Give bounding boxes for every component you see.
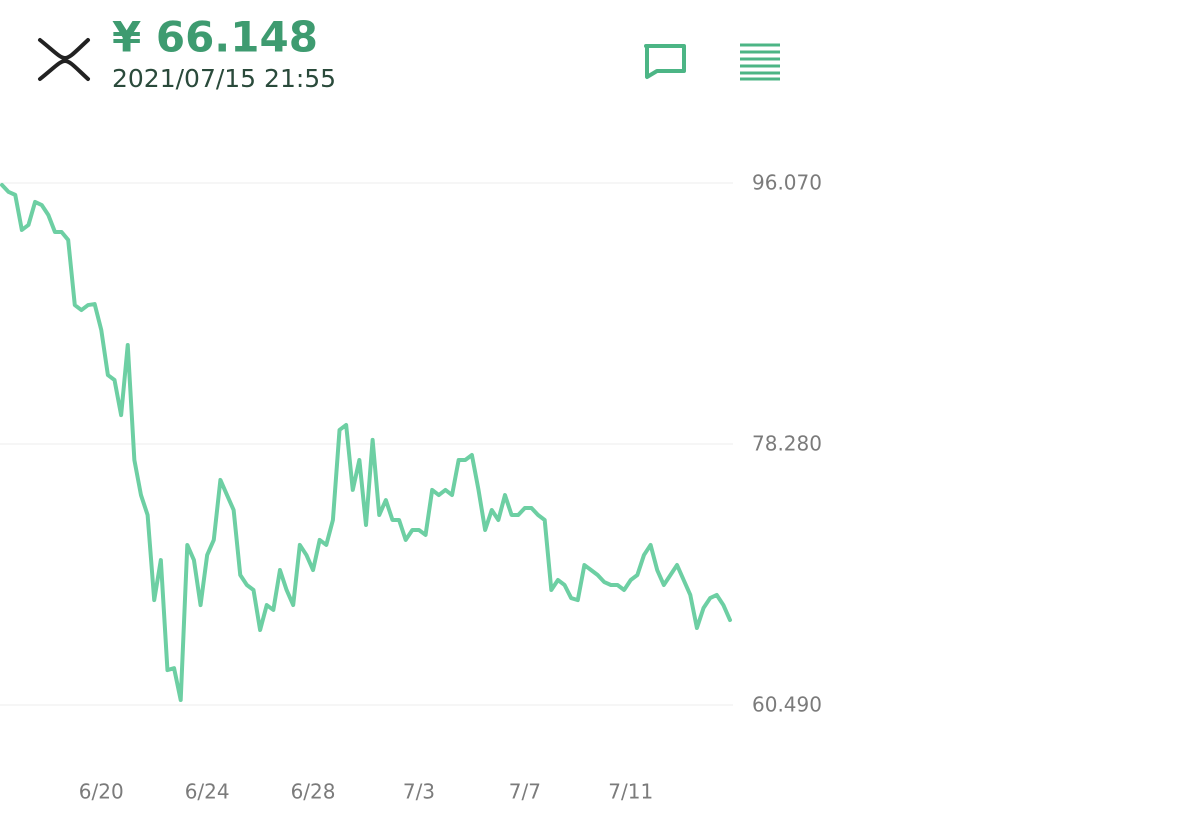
price-line [0,183,732,703]
x-tick-label: 7/3 [403,780,435,804]
x-tick-label: 7/7 [509,780,541,804]
x-tick-label: 7/11 [608,780,653,804]
comment-button[interactable] [644,44,686,79]
x-tick-label: 6/20 [79,780,124,804]
price-chart: 60.490 78.280 96.070 6/20 6/24 6/28 7/3 7/7 7/11 [0,171,822,804]
y-tick-label: 78.280 [752,432,822,456]
menu-button[interactable] [740,43,780,81]
x-tick-label: 6/24 [185,780,230,804]
datetime: 2021/07/15 21:55 [112,64,336,93]
y-tick-label: 60.490 [752,693,822,717]
xrp-logo [38,38,90,81]
price: ¥ 66.148 [112,13,318,62]
y-tick-label: 96.070 [752,171,822,195]
x-tick-label: 6/28 [291,780,336,804]
